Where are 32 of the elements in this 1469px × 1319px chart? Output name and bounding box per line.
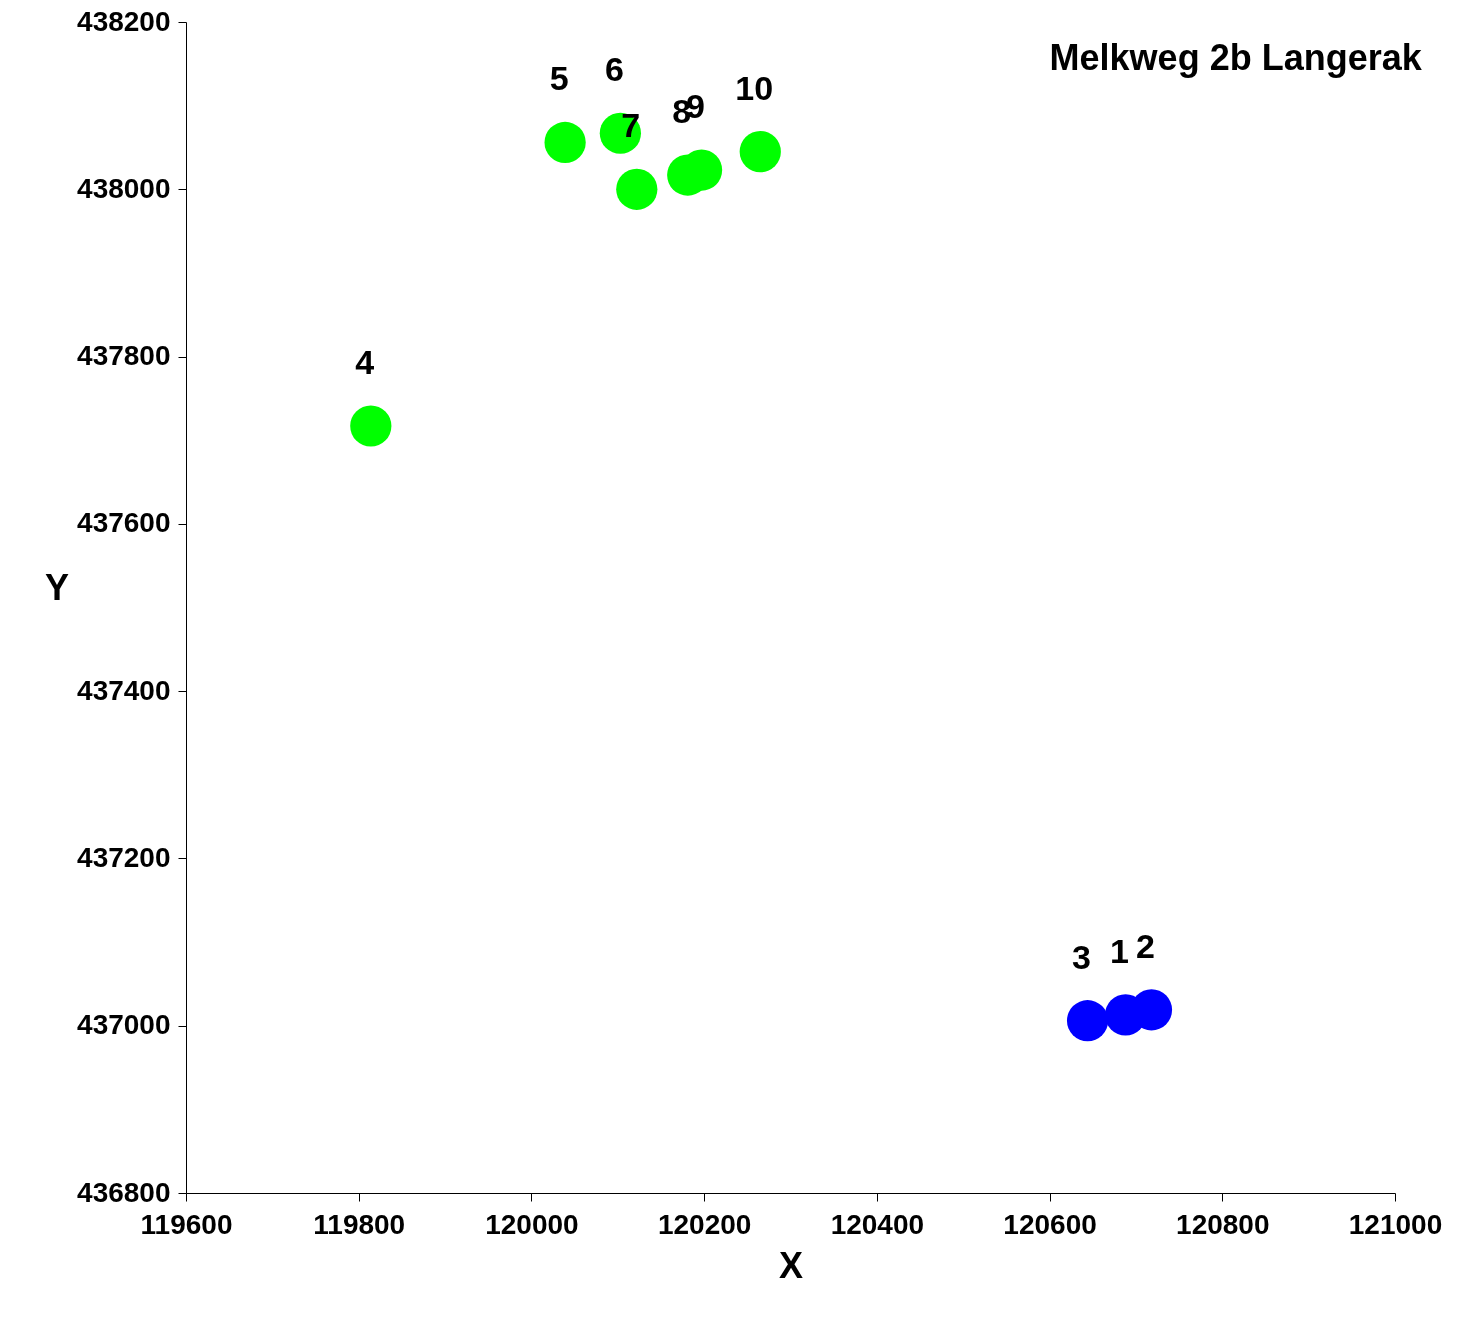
annotation: 10 [735, 68, 774, 107]
annotation: 2 [1136, 926, 1155, 965]
x-tick-label: 120600 [1003, 1208, 1097, 1240]
y-tick-label: 437400 [77, 674, 171, 706]
point [544, 121, 586, 164]
point [739, 131, 781, 173]
point [1066, 1000, 1109, 1042]
y-tick-label: 437200 [77, 841, 171, 873]
annotation: 4 [355, 342, 375, 381]
x-tick-label: 120400 [830, 1208, 925, 1240]
x-tick-label: 119600 [140, 1208, 233, 1240]
annotation: 7 [621, 106, 641, 145]
x-tick-label: 120000 [485, 1208, 579, 1240]
annotation: 6 [604, 50, 624, 89]
x-tick-label: 121000 [1348, 1208, 1443, 1240]
y-tick-label: 437000 [77, 1009, 171, 1041]
x-axis-title: X [778, 1244, 804, 1286]
y-tick-label: 438000 [77, 172, 171, 204]
x-tick-label: 120800 [1176, 1208, 1270, 1240]
y-tick-label: 437600 [77, 507, 171, 539]
point [616, 168, 658, 210]
x-tick-label: 119800 [313, 1208, 406, 1240]
point [350, 405, 392, 447]
x-tick-label: 120200 [657, 1208, 752, 1240]
y-axis-title: Y [45, 567, 70, 608]
y-tick-label: 436800 [77, 1176, 171, 1208]
annotation: 5 [549, 59, 569, 98]
annotation: 1 [1110, 931, 1130, 970]
y-tick-label: 438200 [77, 5, 171, 37]
y-tick-label: 437800 [77, 340, 171, 372]
chart-title: Melkweg 2b Langerak [1049, 37, 1423, 78]
annotation: 3 [1072, 937, 1092, 976]
